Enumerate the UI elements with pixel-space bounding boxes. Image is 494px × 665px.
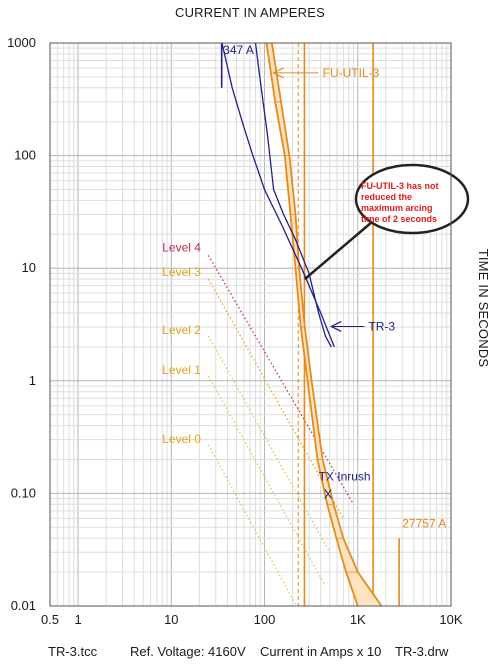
callout-pointer [303, 221, 373, 281]
y-tick-label: 0.10 [11, 485, 36, 500]
grid [49, 43, 451, 607]
callout-line: reduced the [361, 192, 412, 202]
footer-file: TR-3.tcc [48, 644, 98, 659]
level-line [207, 375, 326, 587]
annotation-label: 27757 A [402, 516, 446, 530]
callout-bubble [354, 163, 470, 235]
y-tick-label: 10 [22, 260, 36, 275]
footer-scale: Current in Amps x 10 [260, 644, 381, 659]
fuse-curve-max [271, 42, 383, 607]
annotation-label: Level 2 [162, 323, 201, 337]
level-line [207, 335, 331, 553]
plot-frame [49, 42, 452, 607]
level-line [207, 444, 298, 607]
callout-line: maximum arcing [361, 203, 433, 213]
x-tick-label: 1K [350, 612, 366, 627]
footer: TR-3.tcc Ref. Voltage: 4160V Current in … [48, 644, 449, 659]
annotation-label: TR-3 [368, 319, 395, 333]
x-tick-label: 10 [164, 612, 178, 627]
fuse-band [265, 42, 383, 607]
transformer-damage-curve [221, 42, 335, 348]
fuse-curve-min [265, 42, 359, 607]
x-tick-label: 1 [74, 612, 81, 627]
transformer-damage-curve [254, 42, 332, 348]
callout-line: FU-UTIL-3 has not [361, 181, 439, 191]
y-tick-label: 1 [29, 373, 36, 388]
annotation-label: Level 0 [162, 432, 201, 446]
y-tick-label: 100 [14, 148, 36, 163]
annotations: X 347 A FU-UTIL-3 TR-3 TX Inrush 27757 A Level… [162, 43, 446, 530]
y-tick-label: 1000 [7, 35, 36, 50]
annotation-label: Level 4 [162, 241, 201, 255]
tick-labels: 0.5 1 10 100 1K 10K 1000 100 10 1 0.10 0.01 [7, 35, 463, 627]
annotation-arrowhead [272, 67, 284, 79]
annotation-label: Level 1 [162, 363, 201, 377]
annotation-label: FU-UTIL-3 [323, 66, 380, 80]
y-axis-label: TIME IN SECONDS [476, 249, 491, 368]
level-line [207, 255, 355, 505]
annotation-label: 347 A [223, 43, 254, 57]
level-lines [207, 255, 355, 607]
fuse-band-fill [266, 43, 382, 606]
inrush-marker: X [324, 486, 333, 501]
transformer-curves [221, 42, 335, 348]
x-tick-label: 0.5 [41, 612, 59, 627]
chart-title: CURRENT IN AMPERES [175, 5, 325, 20]
limit-marks [220, 43, 400, 606]
footer-drawing: TR-3.drw [395, 644, 449, 659]
x-tick-label: 100 [254, 612, 276, 627]
y-tick-label: 0.01 [11, 598, 36, 613]
x-tick-label: 10K [439, 612, 462, 627]
annotation-label: Level 3 [162, 265, 201, 279]
callout-line: time of 2 seconds [361, 214, 437, 224]
footer-voltage: Ref. Voltage: 4160V [130, 644, 246, 659]
annotation-arrowhead [329, 320, 342, 332]
annotation-label: TX Inrush [319, 470, 371, 484]
